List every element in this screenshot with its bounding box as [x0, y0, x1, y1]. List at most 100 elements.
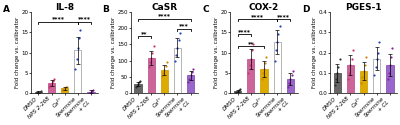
Point — [185, 81, 192, 83]
Bar — [148, 58, 155, 93]
Text: **: ** — [248, 41, 254, 46]
Point — [387, 64, 393, 66]
Point — [287, 78, 294, 80]
Point — [173, 54, 180, 56]
Point — [174, 47, 181, 49]
Point — [374, 58, 380, 60]
Y-axis label: Fold change vs. calibrator: Fold change vs. calibrator — [15, 17, 20, 88]
Point — [88, 91, 94, 93]
Text: ****: **** — [238, 29, 251, 34]
Text: ****: **** — [277, 14, 290, 19]
Point — [33, 92, 39, 94]
Point — [38, 90, 44, 92]
Bar — [48, 83, 55, 93]
Point — [86, 92, 92, 94]
Text: ****: **** — [52, 17, 64, 22]
Point — [262, 62, 268, 64]
Point — [150, 45, 157, 47]
Point — [384, 78, 391, 80]
Point — [48, 82, 55, 84]
Point — [334, 72, 340, 74]
Bar — [347, 65, 354, 93]
Point — [188, 74, 194, 76]
Bar — [161, 70, 168, 93]
Point — [60, 88, 67, 90]
Bar — [247, 59, 254, 93]
Point — [47, 84, 54, 86]
Point — [135, 83, 141, 85]
Point — [147, 61, 153, 63]
Point — [363, 56, 369, 58]
Point — [189, 71, 195, 73]
Point — [64, 86, 70, 88]
Point — [359, 76, 366, 78]
Point — [59, 89, 66, 91]
Point — [236, 89, 242, 91]
Text: D: D — [302, 5, 309, 14]
Point — [160, 72, 166, 74]
Point — [72, 68, 79, 70]
Title: IL-8: IL-8 — [55, 3, 74, 12]
Point — [260, 72, 266, 74]
Y-axis label: Fold change vs. calibrator: Fold change vs. calibrator — [214, 17, 219, 88]
Point — [132, 86, 139, 88]
Point — [389, 48, 396, 50]
Point — [285, 86, 291, 88]
Title: PGES-1: PGES-1 — [345, 3, 382, 12]
Point — [234, 90, 241, 92]
Point — [347, 64, 354, 66]
Point — [87, 92, 93, 94]
Point — [360, 70, 367, 72]
Bar — [87, 92, 95, 93]
Point — [263, 56, 270, 58]
Bar — [187, 75, 194, 93]
Point — [159, 75, 165, 77]
Point — [358, 82, 364, 84]
Point — [76, 37, 82, 39]
Point — [35, 91, 42, 93]
Point — [290, 70, 296, 72]
Point — [258, 78, 265, 80]
Point — [272, 60, 278, 62]
Point — [386, 72, 392, 74]
Point — [46, 86, 52, 88]
Title: COX-2: COX-2 — [249, 3, 279, 12]
Y-axis label: Fold change vs. calibrator: Fold change vs. calibrator — [111, 17, 116, 88]
Point — [90, 89, 96, 91]
Point — [261, 68, 267, 70]
Point — [332, 84, 338, 86]
Text: A: A — [3, 5, 10, 14]
Point — [375, 52, 381, 54]
Point — [62, 87, 68, 89]
Bar — [334, 73, 341, 93]
Point — [232, 92, 238, 94]
Text: **: ** — [141, 31, 148, 36]
Y-axis label: Fold change vs. calibrator: Fold change vs. calibrator — [312, 17, 317, 88]
Text: ****: **** — [78, 17, 91, 22]
Bar — [360, 71, 367, 93]
Point — [350, 50, 356, 51]
Point — [286, 82, 292, 84]
Bar — [260, 69, 268, 93]
Point — [288, 74, 295, 76]
Text: ****: **** — [158, 14, 171, 19]
Point — [149, 52, 156, 54]
Point — [74, 58, 80, 60]
Bar — [61, 88, 68, 93]
Point — [137, 80, 144, 82]
Point — [276, 25, 283, 27]
Point — [335, 66, 342, 68]
Point — [346, 72, 352, 74]
Point — [75, 48, 81, 50]
Point — [345, 78, 351, 80]
Point — [245, 72, 252, 74]
Text: B: B — [102, 5, 109, 14]
Point — [233, 91, 240, 93]
Point — [34, 92, 40, 94]
Point — [146, 66, 152, 68]
Point — [376, 41, 382, 43]
Point — [273, 50, 279, 51]
Bar — [74, 50, 82, 93]
Bar — [386, 65, 394, 93]
Bar — [234, 91, 241, 93]
